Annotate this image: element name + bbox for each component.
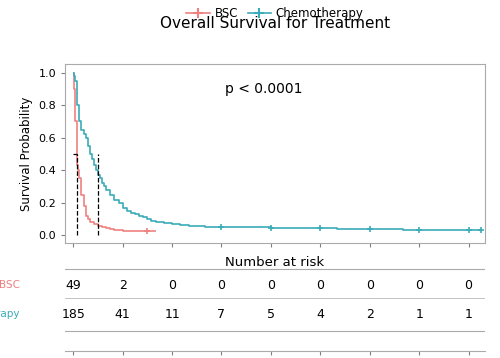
Text: 5: 5	[267, 308, 275, 321]
Text: 0: 0	[316, 279, 324, 292]
Y-axis label: Survival Probability: Survival Probability	[20, 97, 32, 211]
Text: 185: 185	[62, 308, 85, 321]
Text: 11: 11	[164, 308, 180, 321]
Text: Overall Survival for Treatment: Overall Survival for Treatment	[160, 16, 390, 31]
Text: 0: 0	[366, 279, 374, 292]
Text: 1: 1	[464, 308, 472, 321]
Text: Number at risk: Number at risk	[226, 256, 324, 269]
Legend: BSC, Chemotherapy: BSC, Chemotherapy	[182, 2, 368, 25]
Text: 41: 41	[115, 308, 130, 321]
Text: BSC: BSC	[0, 280, 20, 290]
Text: 2: 2	[118, 279, 126, 292]
Text: 0: 0	[464, 279, 472, 292]
Text: Chemotherapy: Chemotherapy	[0, 309, 20, 319]
Text: p < 0.0001: p < 0.0001	[224, 82, 302, 96]
Text: 0: 0	[218, 279, 226, 292]
Text: 4: 4	[316, 308, 324, 321]
Text: 0: 0	[415, 279, 423, 292]
Text: 2: 2	[366, 308, 374, 321]
Text: 49: 49	[66, 279, 81, 292]
Text: 0: 0	[267, 279, 275, 292]
Text: 0: 0	[168, 279, 176, 292]
Text: 1: 1	[415, 308, 423, 321]
Text: 7: 7	[218, 308, 226, 321]
